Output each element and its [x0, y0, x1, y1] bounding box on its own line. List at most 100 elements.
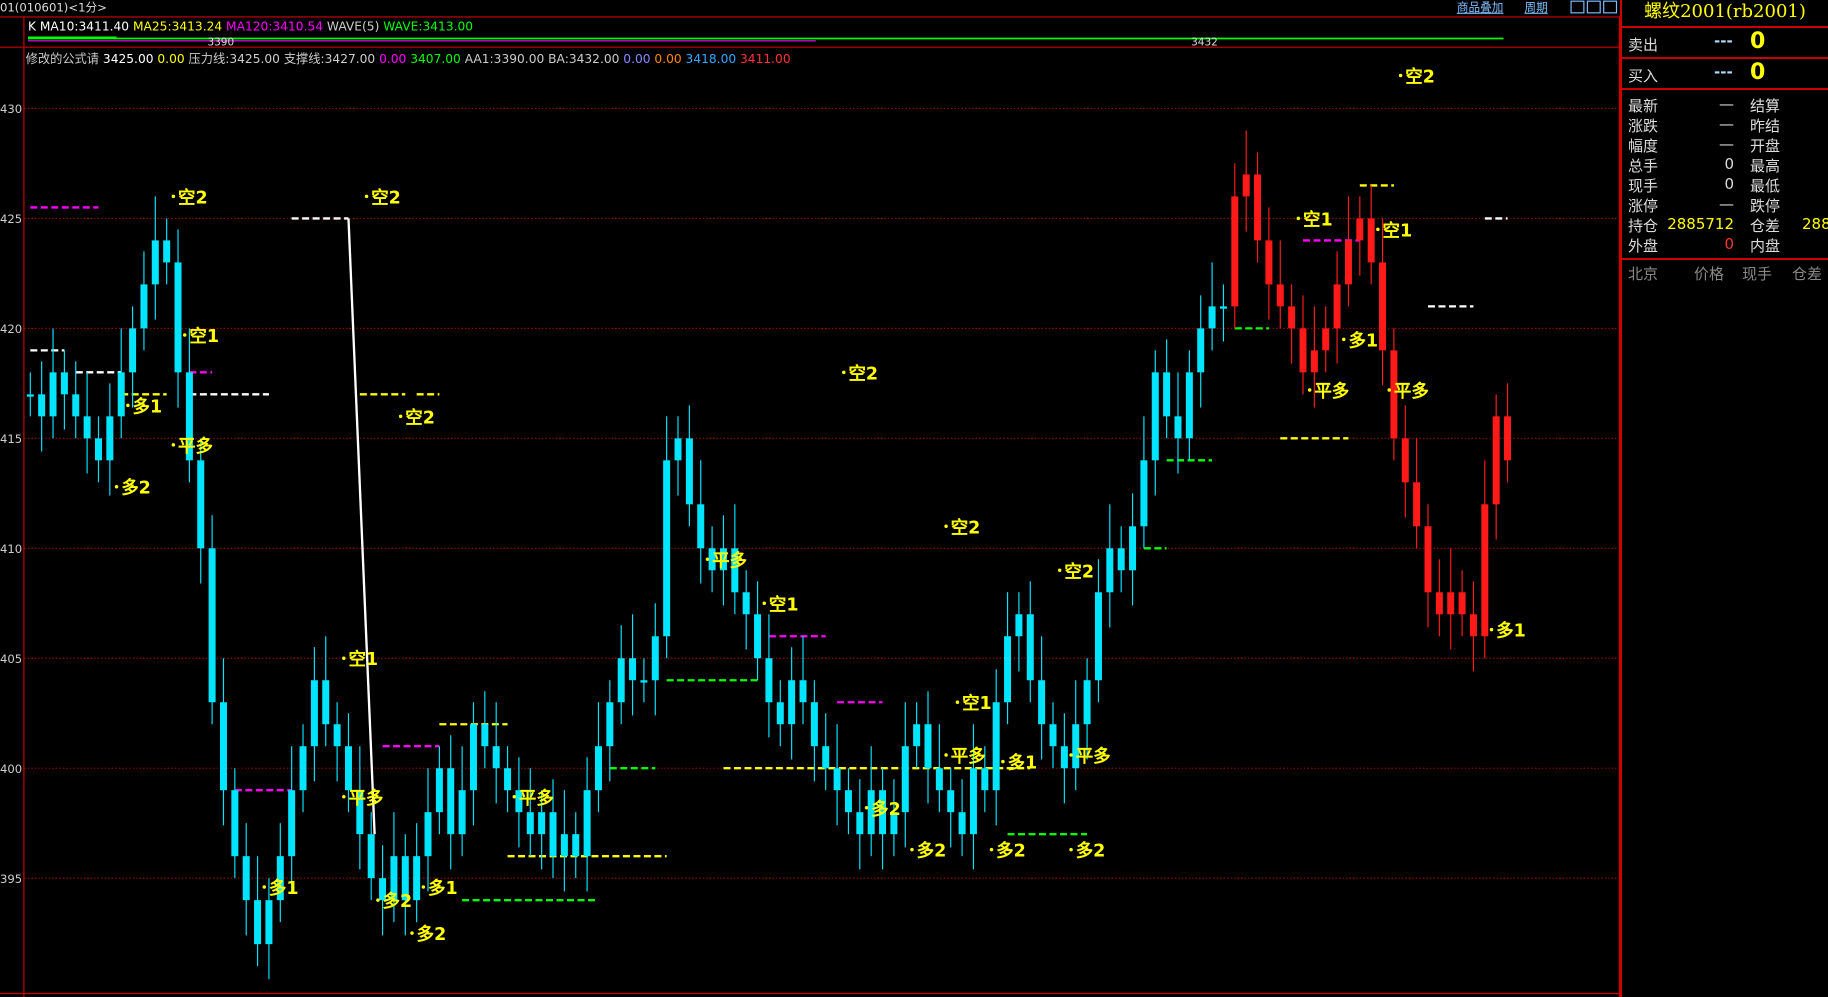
close-icon[interactable]	[1603, 0, 1618, 14]
candle-body	[1333, 284, 1341, 329]
candle-body	[1424, 526, 1432, 593]
signal-label: 多1	[1348, 330, 1378, 351]
signal-label: 空1	[962, 693, 992, 714]
window-buttons[interactable]	[1570, 0, 1618, 14]
restore-icon[interactable]	[1586, 0, 1601, 14]
kline-chart[interactable]: 01(010601)<1分> 商品叠加 周期 K MA10:3411.40 MA…	[0, 0, 1620, 997]
candle-body	[1435, 592, 1443, 615]
candle-body	[38, 394, 46, 417]
candle	[1469, 581, 1477, 672]
candle-body	[310, 680, 318, 747]
quote-v1: 0	[1724, 155, 1734, 173]
quote-v1: —	[1719, 95, 1734, 113]
candle	[1106, 504, 1114, 628]
candle-body	[560, 834, 568, 857]
candle-body	[1254, 174, 1262, 241]
candle	[1458, 570, 1466, 637]
period-button[interactable]: 周期	[1524, 1, 1547, 15]
candle-body	[663, 460, 671, 637]
candle-body	[1004, 636, 1012, 703]
candle	[1129, 493, 1137, 606]
mini-overview[interactable]: 3390 3432	[27, 36, 1504, 48]
candle-body	[265, 900, 273, 945]
quote-row: 涨跌 — 昨结	[1622, 114, 1828, 135]
candle-body	[947, 790, 955, 813]
signal-dot	[1001, 759, 1005, 764]
mini-label: 3390	[207, 36, 234, 48]
sell-price: ---	[1714, 32, 1733, 50]
candle-body	[1163, 372, 1171, 417]
candle	[1299, 295, 1307, 395]
candle	[1151, 350, 1159, 496]
signal-label: 空2	[405, 407, 435, 428]
candle-body	[1458, 592, 1466, 615]
quote-v1: 2885712	[1667, 215, 1734, 233]
candle-body	[1185, 372, 1193, 439]
candle	[754, 581, 762, 681]
candle	[94, 416, 102, 483]
signal-dot	[182, 333, 187, 337]
candle	[72, 361, 80, 439]
candle	[129, 306, 137, 408]
candle	[947, 768, 955, 848]
signal-label: 平多	[951, 746, 986, 767]
candle	[1026, 581, 1034, 703]
signal-label: 空2	[371, 187, 401, 208]
candle	[163, 218, 171, 285]
minimize-icon[interactable]	[1570, 0, 1585, 14]
candle	[1015, 592, 1023, 672]
candle	[1094, 559, 1102, 703]
buy-price: ---	[1714, 63, 1733, 81]
candle	[799, 636, 807, 725]
overlay-button[interactable]: 商品叠加	[1457, 1, 1504, 15]
candle	[1367, 185, 1375, 285]
signal-label: 空1	[1383, 220, 1413, 241]
candle-body	[333, 724, 341, 747]
candle	[788, 647, 796, 760]
candle-body	[538, 812, 546, 835]
signal-label: 平多	[519, 788, 554, 809]
candle-body	[1481, 504, 1489, 637]
candle	[390, 812, 398, 923]
legend-item: K	[28, 19, 37, 33]
candle	[1038, 636, 1046, 760]
quote-row: 幅度 — 开盘	[1622, 134, 1828, 155]
buy-volume: 0	[1750, 60, 1766, 85]
signal-dot	[989, 847, 994, 852]
candle-body	[1174, 416, 1182, 439]
signal-dot	[1069, 753, 1073, 757]
legend-item: 3425.00	[103, 52, 154, 66]
signal-label: 多2	[871, 799, 901, 820]
candle-body	[185, 372, 193, 461]
candle	[1424, 504, 1432, 628]
candle-body	[1413, 482, 1421, 527]
candle-body	[447, 768, 455, 835]
candle-body	[435, 768, 443, 813]
quote-v1: —	[1719, 115, 1734, 133]
candle	[731, 504, 739, 615]
candle-body	[208, 548, 216, 703]
candle	[310, 647, 318, 782]
candle-body	[810, 702, 818, 747]
signal-label: 平多	[1394, 381, 1429, 402]
candle-body	[94, 438, 102, 461]
candle	[685, 405, 693, 527]
quote-v1: —	[1719, 195, 1734, 213]
candle-body	[969, 768, 977, 835]
candle	[117, 328, 125, 439]
candle	[697, 460, 705, 584]
candle-body	[117, 372, 125, 417]
candle	[776, 680, 784, 747]
candle-body	[174, 262, 182, 373]
candle-body	[1492, 416, 1500, 505]
candle-body	[844, 790, 852, 813]
candle	[1254, 152, 1262, 263]
candle-body	[822, 746, 830, 769]
signal-dot	[376, 898, 380, 902]
quote-row: 外盘 0 内盘	[1622, 234, 1828, 255]
candle-body	[1379, 262, 1387, 351]
candle	[265, 878, 273, 980]
candle	[49, 328, 57, 439]
candle-body	[606, 702, 614, 747]
candle	[1060, 713, 1068, 804]
